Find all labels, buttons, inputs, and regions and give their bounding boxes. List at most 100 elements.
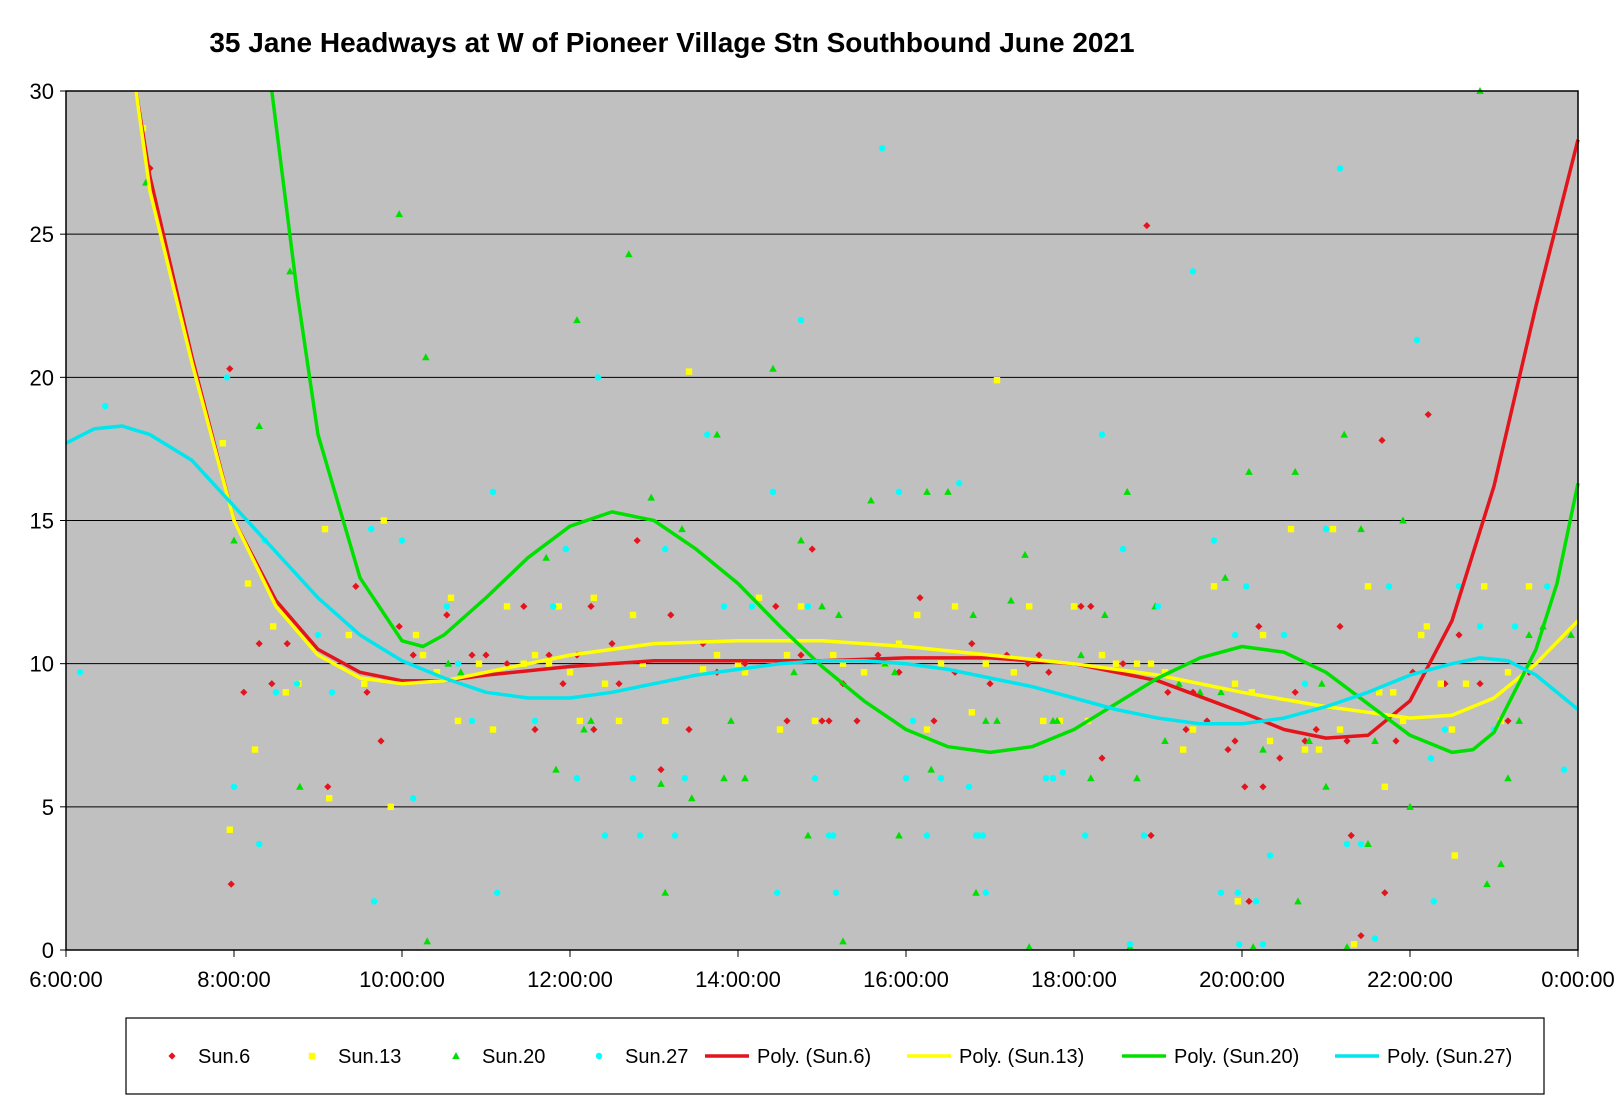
point-sun-20 (1343, 943, 1351, 951)
point-sun-13 (1040, 717, 1047, 725)
point-sun-20 (923, 487, 931, 495)
point-sun-6 (352, 582, 360, 590)
point-sun-6 (1241, 783, 1249, 791)
point-sun-6 (363, 688, 371, 696)
point-sun-13 (1448, 726, 1456, 733)
point-sun-6 (1182, 725, 1190, 734)
point-sun-20 (835, 610, 843, 618)
point-sun-13 (1315, 746, 1323, 753)
point-sun-20 (1357, 525, 1365, 533)
point-sun-13 (741, 669, 749, 676)
point-sun-20 (286, 267, 294, 275)
point-sun-13 (1336, 726, 1344, 733)
point-sun-6 (240, 688, 248, 696)
point-sun-13 (531, 651, 539, 659)
point-sun-20 (741, 774, 749, 782)
legend-label: Poly. (Sun.6) (757, 1046, 871, 1068)
point-sun-27 (1252, 898, 1260, 905)
point-sun-6 (825, 717, 833, 725)
point-sun-6 (1291, 688, 1299, 696)
point-sun-27 (1476, 623, 1484, 630)
point-sun-27 (314, 631, 322, 639)
point-sun-20 (1021, 550, 1029, 558)
point-sun-13 (830, 651, 837, 659)
point-sun-20 (688, 794, 696, 802)
point-sun-6 (545, 651, 553, 659)
point-sun-13 (1259, 631, 1267, 639)
point-sun-20 (1294, 897, 1302, 905)
point-sun-27 (328, 689, 336, 696)
point-sun-27 (1441, 726, 1449, 733)
point-sun-6 (1147, 831, 1155, 840)
point-sun-13 (1381, 783, 1388, 790)
point-sun-20 (1483, 880, 1491, 888)
point-sun-6 (1357, 932, 1365, 940)
point-sun-20 (1175, 679, 1183, 687)
x-tick-label: 0:00:00 (1541, 967, 1614, 992)
point-sun-20 (647, 493, 655, 501)
point-sun-13 (1301, 746, 1309, 753)
point-sun-6 (468, 651, 476, 659)
point-sun-6 (587, 602, 595, 610)
point-sun-13 (387, 803, 394, 811)
point-sun-6 (1424, 410, 1432, 419)
point-sun-27 (636, 832, 644, 839)
point-sun-27 (1234, 889, 1242, 896)
point-sun-20 (255, 422, 263, 430)
point-sun-27 (410, 795, 417, 802)
point-sun-27 (979, 832, 987, 839)
point-sun-13 (1056, 717, 1064, 725)
y-tick-label: 10 (30, 652, 54, 677)
point-sun-6 (633, 536, 641, 545)
point-sun-20 (713, 430, 721, 438)
point-sun-27 (1427, 754, 1435, 762)
point-sun-20 (580, 725, 588, 733)
point-sun-20 (587, 716, 595, 724)
point-sun-13 (380, 517, 387, 524)
x-tick-label: 20:00:00 (1199, 967, 1285, 992)
point-sun-27 (1343, 840, 1351, 848)
point-sun-13 (1161, 669, 1169, 676)
point-sun-13 (1231, 680, 1239, 687)
legend-label: Sun.13 (338, 1046, 401, 1068)
point-sun-13 (951, 603, 959, 610)
point-sun-27 (223, 374, 231, 381)
point-sun-27 (923, 832, 931, 839)
point-sun-13 (503, 603, 511, 610)
point-sun-20 (1077, 651, 1085, 659)
point-sun-27 (1322, 525, 1330, 533)
point-sun-6 (559, 680, 567, 688)
point-sun-27 (1560, 766, 1568, 773)
y-tick-label: 5 (42, 795, 54, 820)
point-sun-20 (423, 937, 431, 945)
point-sun-13 (1504, 669, 1512, 676)
point-sun-13 (1390, 689, 1397, 696)
point-sun-20 (1406, 802, 1414, 810)
point-sun-27 (1280, 631, 1288, 639)
point-sun-27 (1236, 941, 1243, 948)
point-sun-27 (1385, 583, 1393, 590)
y-axis: 0 5 10 15 20 25 30 (30, 79, 66, 963)
point-sun-27 (681, 775, 688, 782)
point-sun-6 (226, 365, 234, 373)
point-sun-13 (412, 631, 420, 639)
point-sun-13 (1462, 680, 1470, 687)
point-sun-27 (662, 545, 669, 553)
point-sun-6 (608, 640, 616, 648)
point-sun-13 (685, 368, 693, 375)
point-sun-20 (296, 782, 304, 790)
point-sun-27 (937, 775, 945, 782)
point-sun-13 (639, 660, 646, 667)
point-sun-27 (102, 402, 109, 410)
x-tick-label: 6:00:00 (29, 967, 102, 992)
point-sun-27 (368, 525, 375, 533)
point-sun-27 (1126, 941, 1134, 948)
point-sun-27 (1231, 631, 1239, 639)
point-sun-20 (727, 716, 735, 724)
point-sun-27 (468, 717, 476, 725)
point-sun-27 (1140, 832, 1148, 839)
point-sun-13 (1112, 660, 1120, 667)
point-sun-20 (1525, 631, 1533, 639)
x-tick-label: 16:00:00 (863, 967, 949, 992)
